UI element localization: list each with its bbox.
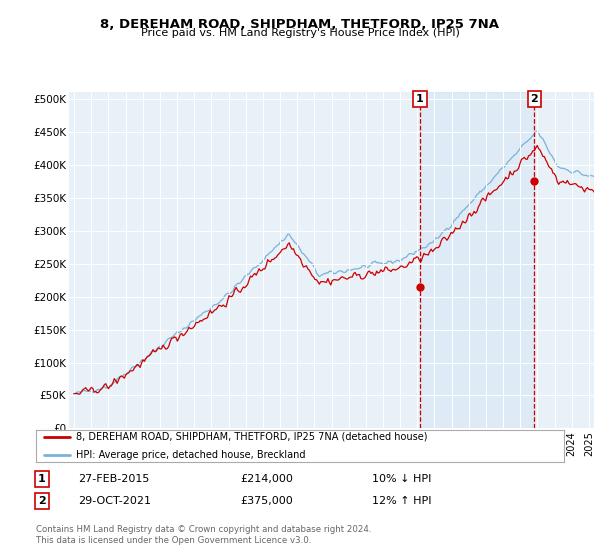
Text: 1: 1 (416, 94, 424, 104)
Text: 2: 2 (38, 496, 46, 506)
Text: 27-FEB-2015: 27-FEB-2015 (78, 474, 149, 484)
Text: Price paid vs. HM Land Registry's House Price Index (HPI): Price paid vs. HM Land Registry's House … (140, 28, 460, 38)
Text: 12% ↑ HPI: 12% ↑ HPI (372, 496, 431, 506)
Text: 2: 2 (530, 94, 538, 104)
Text: £375,000: £375,000 (240, 496, 293, 506)
Text: 1: 1 (38, 474, 46, 484)
Text: 8, DEREHAM ROAD, SHIPDHAM, THETFORD, IP25 7NA (detached house): 8, DEREHAM ROAD, SHIPDHAM, THETFORD, IP2… (76, 432, 427, 442)
Text: 8, DEREHAM ROAD, SHIPDHAM, THETFORD, IP25 7NA: 8, DEREHAM ROAD, SHIPDHAM, THETFORD, IP2… (101, 18, 499, 31)
Text: Contains HM Land Registry data © Crown copyright and database right 2024.
This d: Contains HM Land Registry data © Crown c… (36, 525, 371, 545)
Text: £214,000: £214,000 (240, 474, 293, 484)
Bar (420, 92, 535, 428)
Text: 10% ↓ HPI: 10% ↓ HPI (372, 474, 431, 484)
Text: 29-OCT-2021: 29-OCT-2021 (78, 496, 151, 506)
Text: HPI: Average price, detached house, Breckland: HPI: Average price, detached house, Brec… (76, 450, 305, 460)
